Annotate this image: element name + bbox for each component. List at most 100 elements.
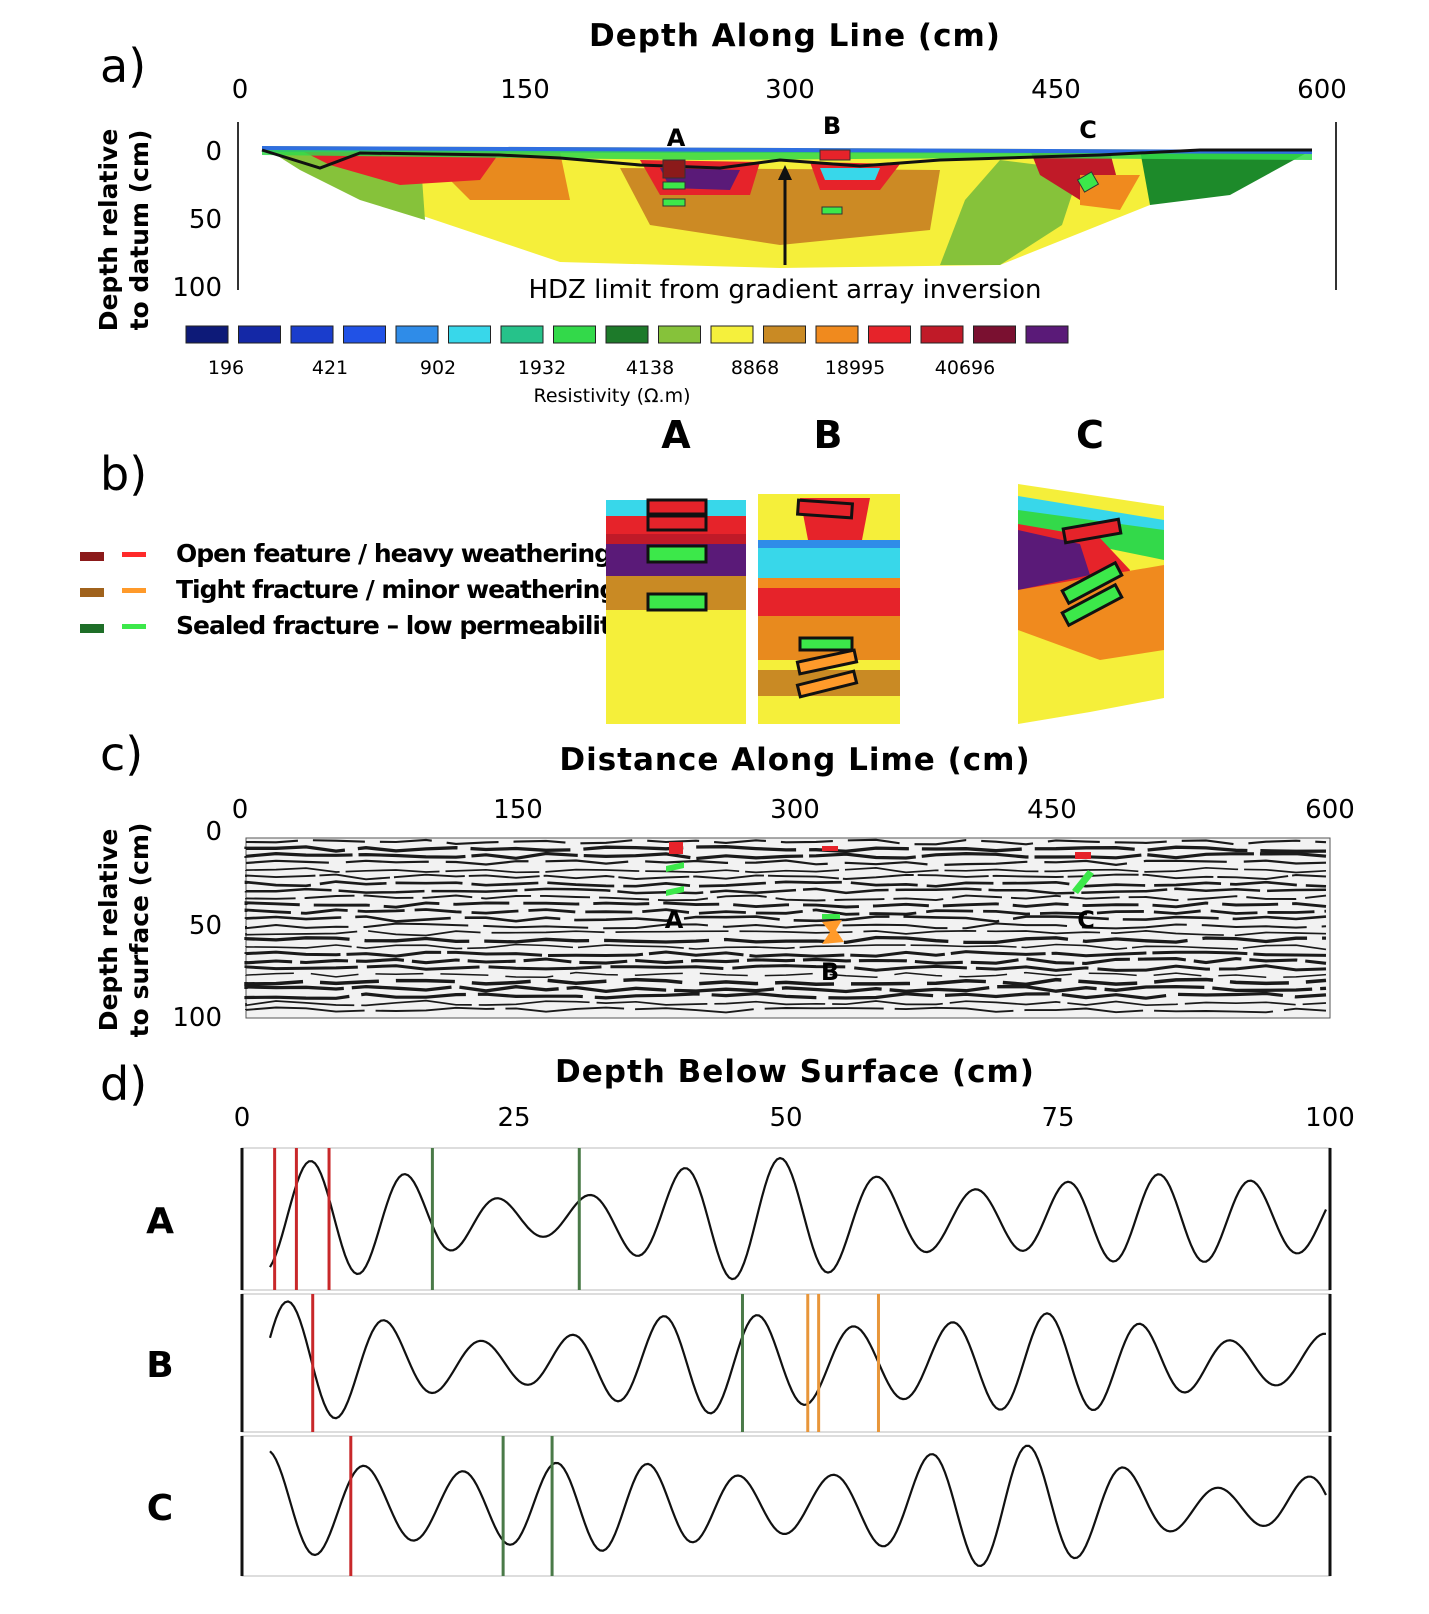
inset-b-tight-1 bbox=[795, 648, 859, 676]
panel-a-title: Depth Along Line (cm) bbox=[589, 18, 1001, 54]
panel-c: c) Distance Along Lime (cm) 0 150 300 45… bbox=[94, 727, 1355, 1037]
trace-frame bbox=[241, 1293, 1331, 1433]
site-c-green bbox=[1076, 171, 1100, 193]
hdz-annotation: HDZ limit from gradient array inversion bbox=[528, 275, 1041, 305]
panel-c-x-ticks: 0 150 300 450 600 bbox=[232, 795, 1355, 825]
legend-label: Sealed fracture – low permeability bbox=[176, 611, 627, 640]
inset-b-tight-2 bbox=[795, 669, 859, 699]
section-green-right bbox=[940, 160, 1080, 265]
hdz-line bbox=[261, 148, 1312, 170]
colorbar-swatch bbox=[920, 325, 964, 344]
x-tick: 300 bbox=[770, 795, 820, 825]
y-label-line1: Depth relative bbox=[94, 129, 123, 332]
gpr-marker-b-open bbox=[822, 846, 838, 851]
trace-row-a: A bbox=[146, 1147, 1332, 1291]
gpr-site-a: A bbox=[665, 906, 684, 934]
y-tick: 50 bbox=[189, 205, 222, 235]
x-tick: 600 bbox=[1297, 75, 1347, 105]
gpr-reflector bbox=[244, 887, 1327, 895]
panel-a-y-label: Depth relative to datum (cm) bbox=[94, 129, 154, 332]
gpr-marker-a-open bbox=[669, 842, 683, 854]
trace-label: C bbox=[147, 1488, 173, 1529]
colorbar-swatch bbox=[1025, 325, 1069, 344]
colorbar-label: 1932 bbox=[518, 357, 566, 379]
colorbar-labels: 196 421 902 1932 4138 8868 18995 40696 bbox=[208, 357, 995, 379]
x-tick: 75 bbox=[1041, 1103, 1074, 1133]
panel-d-letter: d) bbox=[100, 1057, 147, 1111]
inset-c-band bbox=[1018, 530, 1090, 590]
trace-row-c: C bbox=[147, 1435, 1332, 1577]
gpr-reflector bbox=[244, 991, 1327, 1000]
legend-item-open: Open feature / heavy weathering bbox=[80, 539, 612, 568]
gpr-reflector bbox=[244, 845, 1327, 853]
colorbar-swatch bbox=[658, 325, 701, 344]
panel-c-y-label: Depth relative to surface (cm) bbox=[94, 823, 154, 1038]
panel-d-title: Depth Below Surface (cm) bbox=[555, 1054, 1035, 1090]
panel-d-x-ticks: 0 25 50 75 100 bbox=[234, 1103, 1355, 1133]
section-darkgreen-right bbox=[1140, 150, 1312, 205]
gpr-reflector bbox=[244, 901, 1327, 909]
inset-a-sealed-1 bbox=[646, 544, 708, 564]
y-label-line1: Depth relative bbox=[94, 829, 123, 1032]
colorbar-swatch bbox=[763, 325, 806, 344]
x-tick: 450 bbox=[1027, 795, 1077, 825]
inset-a-open-2 bbox=[646, 514, 708, 532]
inset-label-a: A bbox=[661, 413, 691, 457]
legend-label: Tight fracture / minor weathering bbox=[176, 575, 616, 604]
gpr-reflector bbox=[245, 999, 1327, 1007]
trace-frame bbox=[241, 1435, 1331, 1577]
colorbar-label: 8868 bbox=[731, 357, 779, 379]
inset-b bbox=[758, 494, 900, 724]
x-tick: 25 bbox=[497, 1103, 530, 1133]
waveform-line bbox=[269, 1156, 1327, 1281]
gpr-reflector bbox=[244, 915, 1327, 923]
colorbar-unit-label: Resistivity (Ω.m) bbox=[534, 385, 691, 407]
gpr-reflector bbox=[245, 922, 1327, 930]
panel-b-letter: b) bbox=[100, 447, 147, 501]
gpr-reflector bbox=[244, 977, 1327, 987]
x-tick: 0 bbox=[234, 1103, 251, 1133]
colorbar-label: 902 bbox=[420, 357, 456, 379]
legend-swatch-dark bbox=[80, 624, 104, 633]
inset-b-band bbox=[758, 588, 900, 616]
panel-c-letter: c) bbox=[100, 727, 143, 781]
trace-label: A bbox=[146, 1201, 174, 1242]
legend-label: Open feature / heavy weathering bbox=[176, 539, 611, 568]
y-tick: 50 bbox=[189, 911, 222, 941]
inset-b-band bbox=[758, 578, 900, 588]
site-label-a: A bbox=[667, 124, 686, 152]
legend-swatch-light bbox=[122, 588, 146, 593]
gpr-reflector bbox=[244, 935, 1327, 945]
colorbar-swatch bbox=[343, 325, 386, 344]
gpr-marker-b-tight bbox=[822, 920, 844, 944]
hdz-arrow-head bbox=[778, 165, 792, 180]
colorbar-swatch bbox=[553, 325, 596, 344]
gpr-reflector bbox=[245, 971, 1327, 979]
site-label-b: B bbox=[823, 112, 841, 140]
resistivity-colorbar bbox=[185, 325, 1069, 344]
resistivity-section bbox=[261, 146, 1312, 268]
gpr-reflector bbox=[244, 908, 1327, 916]
x-tick: 100 bbox=[1305, 1103, 1355, 1133]
site-a-green2 bbox=[662, 198, 686, 207]
gpr-reflector bbox=[245, 866, 1327, 874]
waveform-traces: A B C bbox=[146, 1147, 1332, 1577]
gpr-marker-c-open bbox=[1075, 852, 1091, 859]
site-b-box bbox=[819, 149, 851, 161]
legend-swatch-dark bbox=[80, 552, 104, 561]
legend-item-sealed: Sealed fracture – low permeability bbox=[80, 611, 628, 640]
y-label-line2: to datum (cm) bbox=[125, 130, 154, 331]
inset-c-band bbox=[1018, 496, 1164, 532]
gpr-reflector bbox=[244, 964, 1327, 972]
colorbar-label: 421 bbox=[312, 357, 348, 379]
panel-a-x-ticks: 0 150 300 450 600 bbox=[232, 75, 1347, 105]
panel-b: b) Open feature / heavy weathering Tight… bbox=[80, 413, 1164, 724]
inset-b-sealed bbox=[798, 636, 854, 652]
gpr-marker-a-sealed bbox=[666, 862, 684, 872]
panel-c-title: Distance Along Lime (cm) bbox=[559, 742, 1030, 778]
waveform-line bbox=[268, 1300, 1327, 1420]
y-label-line2: to surface (cm) bbox=[125, 823, 154, 1038]
x-tick: 300 bbox=[765, 75, 815, 105]
colorbar-swatch bbox=[185, 325, 229, 344]
site-label-c: C bbox=[1079, 116, 1097, 144]
